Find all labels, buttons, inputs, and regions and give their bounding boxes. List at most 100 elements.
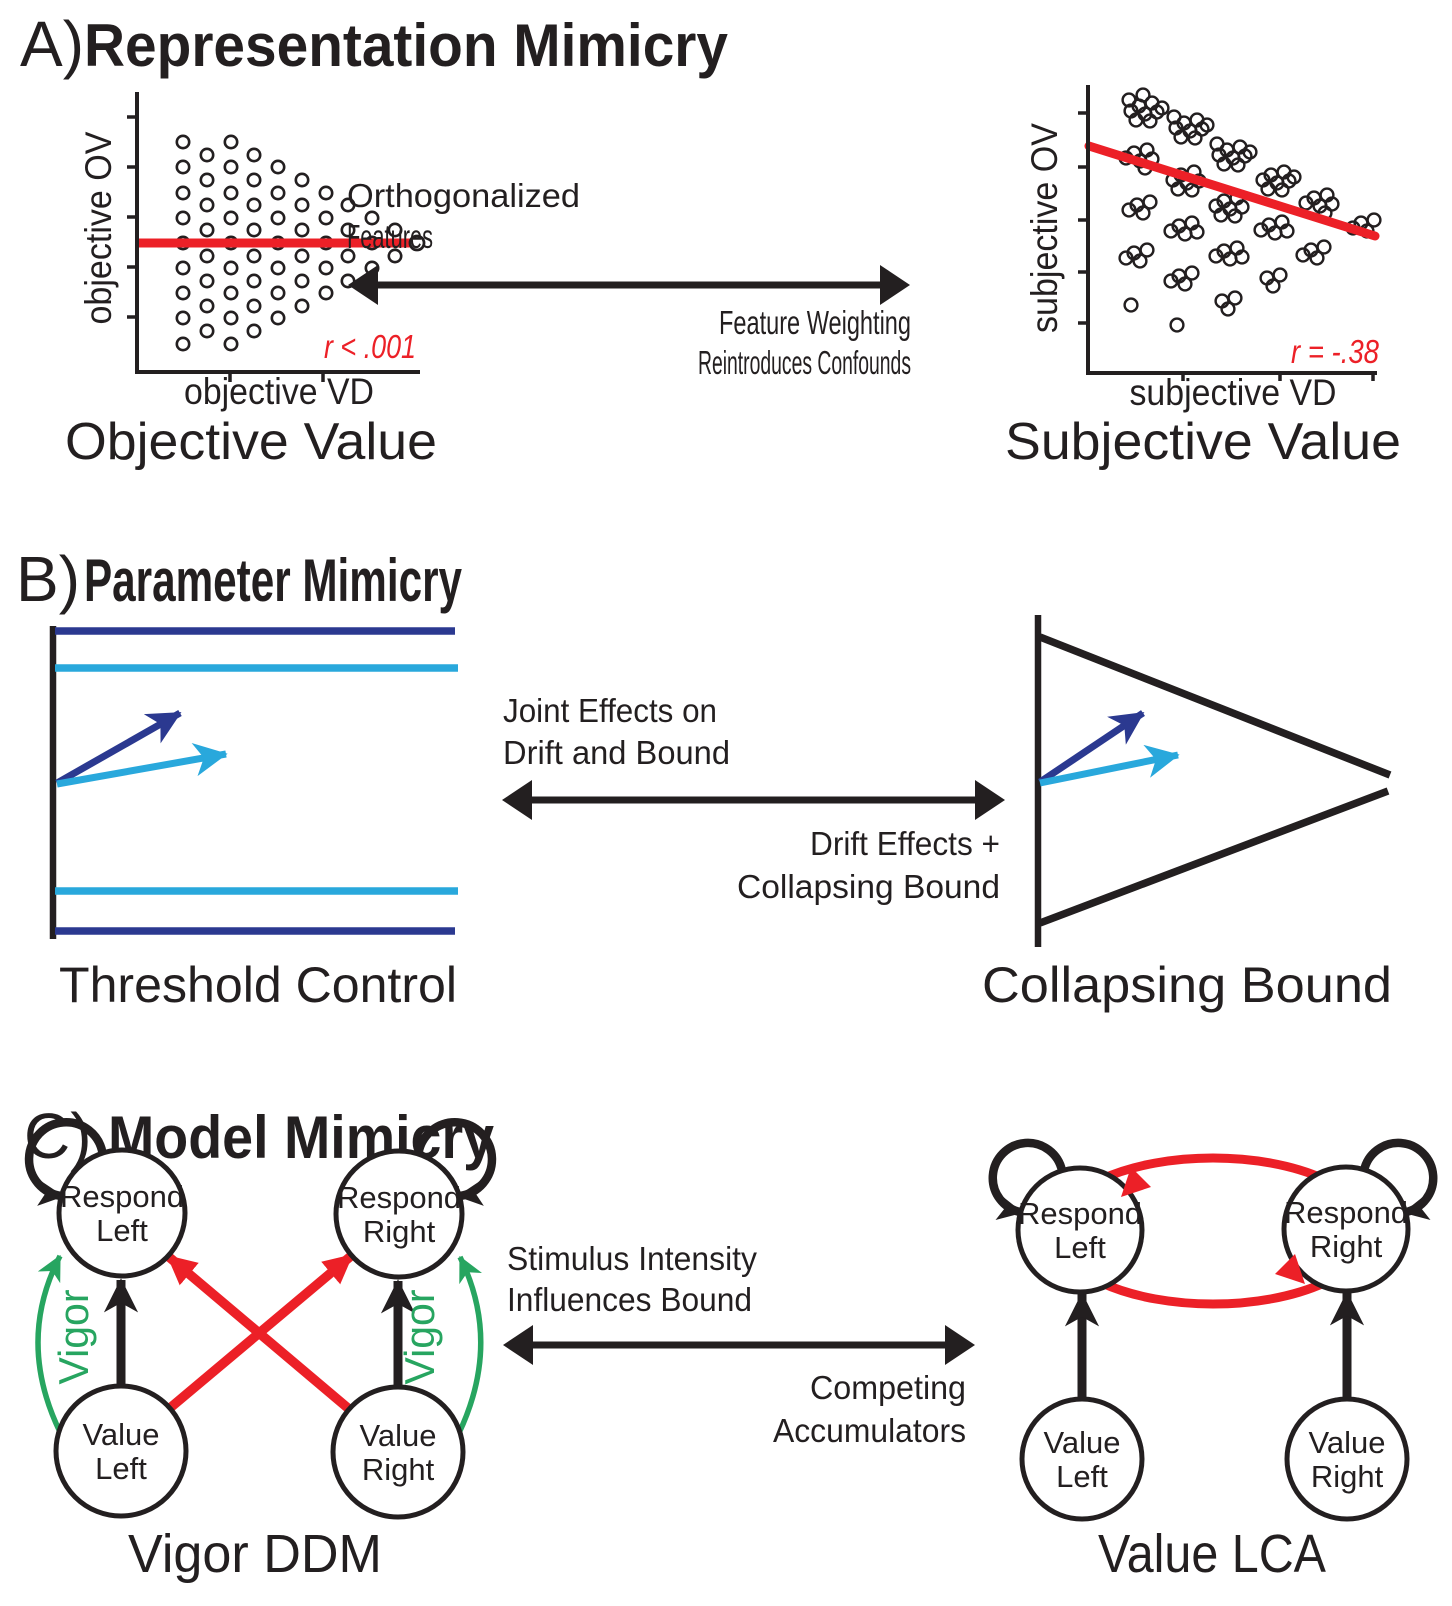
vigor-ddm-caption: Vigor DDM — [128, 1524, 382, 1584]
ddm-value-left-label2: Left — [95, 1451, 147, 1486]
panel-b-top-label-line1: Joint Effects on — [503, 692, 717, 729]
threshold-drift-arrow-strong — [55, 709, 182, 787]
collapsing-bound-caption: Collapsing Bound — [982, 957, 1392, 1013]
threshold-drift-arrow-weak — [56, 743, 228, 788]
panel-c-bottom-label-line2: Accumulators — [773, 1412, 966, 1449]
panel-b-top-label-line2: Drift and Bound — [503, 734, 730, 771]
lca-respond-left-label2: Left — [1054, 1230, 1106, 1265]
lca-inhibition-head-right — [1275, 1254, 1305, 1284]
panel-c-bottom-label-line1: Competing — [810, 1369, 966, 1406]
ddm-respond-right-node — [333, 1148, 465, 1280]
lca-inhibition-head-left — [1121, 1167, 1151, 1197]
lca-respond-left-node — [1015, 1165, 1145, 1295]
subjective-axes — [1086, 85, 1377, 375]
ddm-inhibition-right-to-left — [165, 1253, 353, 1413]
ddm-value-right-label2: Right — [362, 1452, 435, 1487]
lca-value-left-node — [1019, 1396, 1145, 1522]
lca-value-right-label2: Right — [1311, 1459, 1384, 1494]
panel-b-double-arrow-icon — [502, 780, 1005, 820]
ddm-respond-left-label2: Left — [96, 1213, 148, 1248]
ddm-respond-left-self-loop — [24, 1118, 107, 1206]
panel-b-arrow-right-head — [975, 780, 1005, 820]
lca-respond-right-label2: Right — [1310, 1229, 1383, 1264]
lca-respond-left-label1: Respond — [1018, 1196, 1142, 1231]
threshold-control-caption: Threshold Control — [59, 957, 457, 1013]
lca-respond-right-self-loop — [1359, 1138, 1438, 1220]
subjective-r-value: r = -.38 — [1291, 333, 1380, 370]
panel-c-arrow-left-head — [503, 1325, 533, 1365]
panel-a: A) Representation Mimicry objective OV o… — [20, 8, 1401, 471]
ddm-vigor-label-left: Vigor — [50, 1289, 97, 1384]
ddm-respond-left-label1: Respond — [60, 1179, 184, 1214]
vigor-ddm-diagram: Respond Left Respond Right Value Left Va… — [24, 1118, 497, 1584]
lca-value-left-label2: Left — [1056, 1459, 1108, 1494]
panel-b-bottom-label-line2: Collapsing Bound — [737, 868, 1000, 905]
panel-c: C) Model Mimicry Respond Left Respond Ri… — [24, 1100, 1438, 1584]
threshold-control-diagram: Threshold Control — [49, 626, 458, 1013]
collapsing-drift-arrow-strong — [1038, 710, 1145, 785]
panel-b-arrow-labels: Joint Effects on Drift and Bound Drift E… — [503, 692, 1000, 905]
subjective-scatter-plot: subjective OV subjective VD Subjective V… — [1005, 85, 1401, 471]
panel-a-double-arrow-icon — [348, 265, 910, 305]
panel-a-title: Representation Mimicry — [84, 12, 729, 79]
ddm-value-right-label1: Value — [360, 1418, 437, 1453]
lca-value-right-label1: Value — [1309, 1425, 1386, 1460]
lca-value-left-label1: Value — [1044, 1425, 1121, 1460]
ddm-value-left-label1: Value — [83, 1417, 160, 1452]
panel-b-bottom-label-line1: Drift Effects + — [810, 825, 1000, 862]
value-lca-diagram: Respond Left Respond Right Value Left Va… — [988, 1138, 1438, 1584]
ddm-vigor-arc-left — [35, 1254, 63, 1434]
panel-a-bottom-label-line1: Feature Weighting — [719, 304, 911, 341]
panel-a-bottom-label-line2: Reintroduces Confounds — [698, 344, 911, 381]
panel-c-arrow-right-head — [945, 1325, 975, 1365]
panel-c-top-label-line1: Stimulus Intensity — [507, 1240, 757, 1277]
objective-y-label: objective OV — [78, 131, 119, 324]
objective-trend-end-point — [408, 234, 426, 252]
panel-b-title: Parameter Mimicry — [84, 547, 462, 614]
ddm-respond-right-label2: Right — [363, 1214, 436, 1249]
subjective-scatter-clusters — [1118, 87, 1382, 333]
objective-x-label: objective VD — [184, 371, 374, 412]
lca-respond-right-label1: Respond — [1284, 1195, 1408, 1230]
objective-axes — [135, 92, 420, 374]
panel-c-top-label-line2: Influences Bound — [507, 1281, 752, 1318]
panel-b-arrow-left-head — [502, 780, 532, 820]
subjective-axis-ticks — [1078, 111, 1375, 381]
panel-c-arrow-labels: Stimulus Intensity Influences Bound Comp… — [507, 1240, 966, 1449]
objective-axis-ticks — [127, 115, 325, 382]
objective-caption: Objective Value — [65, 413, 437, 471]
ddm-vigor-label-right: Vigor — [396, 1289, 443, 1384]
panel-a-arrow-left-head — [348, 265, 378, 305]
ddm-respond-right-self-loop — [414, 1118, 497, 1206]
collapsing-bound-diagram: Collapsing Bound — [982, 615, 1392, 1013]
ddm-vigor-arc-right — [456, 1255, 484, 1435]
value-lca-caption: Value LCA — [1098, 1524, 1326, 1584]
collapsing-upper-bound — [1038, 633, 1392, 779]
lca-respond-left-self-loop — [988, 1138, 1067, 1220]
objective-r-value: r < .001 — [324, 328, 416, 365]
ddm-respond-right-label1: Respond — [337, 1180, 461, 1215]
collapsing-lower-bound — [1038, 787, 1390, 927]
objective-scatter-plot: objective OV objective VD Objective Valu… — [65, 92, 437, 471]
ddm-value-left-node — [53, 1383, 189, 1519]
panel-a-tag: A) — [20, 8, 84, 80]
ddm-respond-left-node — [56, 1147, 188, 1279]
ddm-value-right-node — [330, 1384, 466, 1520]
lca-respond-right-node — [1281, 1164, 1411, 1294]
objective-scatter-points — [175, 134, 403, 352]
panel-a-top-label-line1: Orthogonalized — [347, 177, 580, 214]
panel-c-double-arrow-icon — [503, 1325, 975, 1365]
panel-a-arrow-right-head — [880, 265, 910, 305]
lca-value-right-node — [1284, 1396, 1410, 1522]
panel-b-tag: B) — [16, 543, 80, 615]
panel-b: B) Parameter Mimicry Threshold Control C… — [16, 543, 1392, 1013]
subjective-caption: Subjective Value — [1005, 413, 1401, 471]
subjective-y-label: subjective OV — [1024, 123, 1065, 333]
collapsing-drift-arrow-weak — [1039, 744, 1180, 787]
subjective-x-label: subjective VD — [1130, 372, 1337, 413]
panel-a-arrow-labels: Orthogonalized Features Feature Weightin… — [347, 177, 911, 381]
subjective-trend-line — [1084, 141, 1380, 241]
panel-a-top-label-line2: Features — [347, 218, 433, 255]
